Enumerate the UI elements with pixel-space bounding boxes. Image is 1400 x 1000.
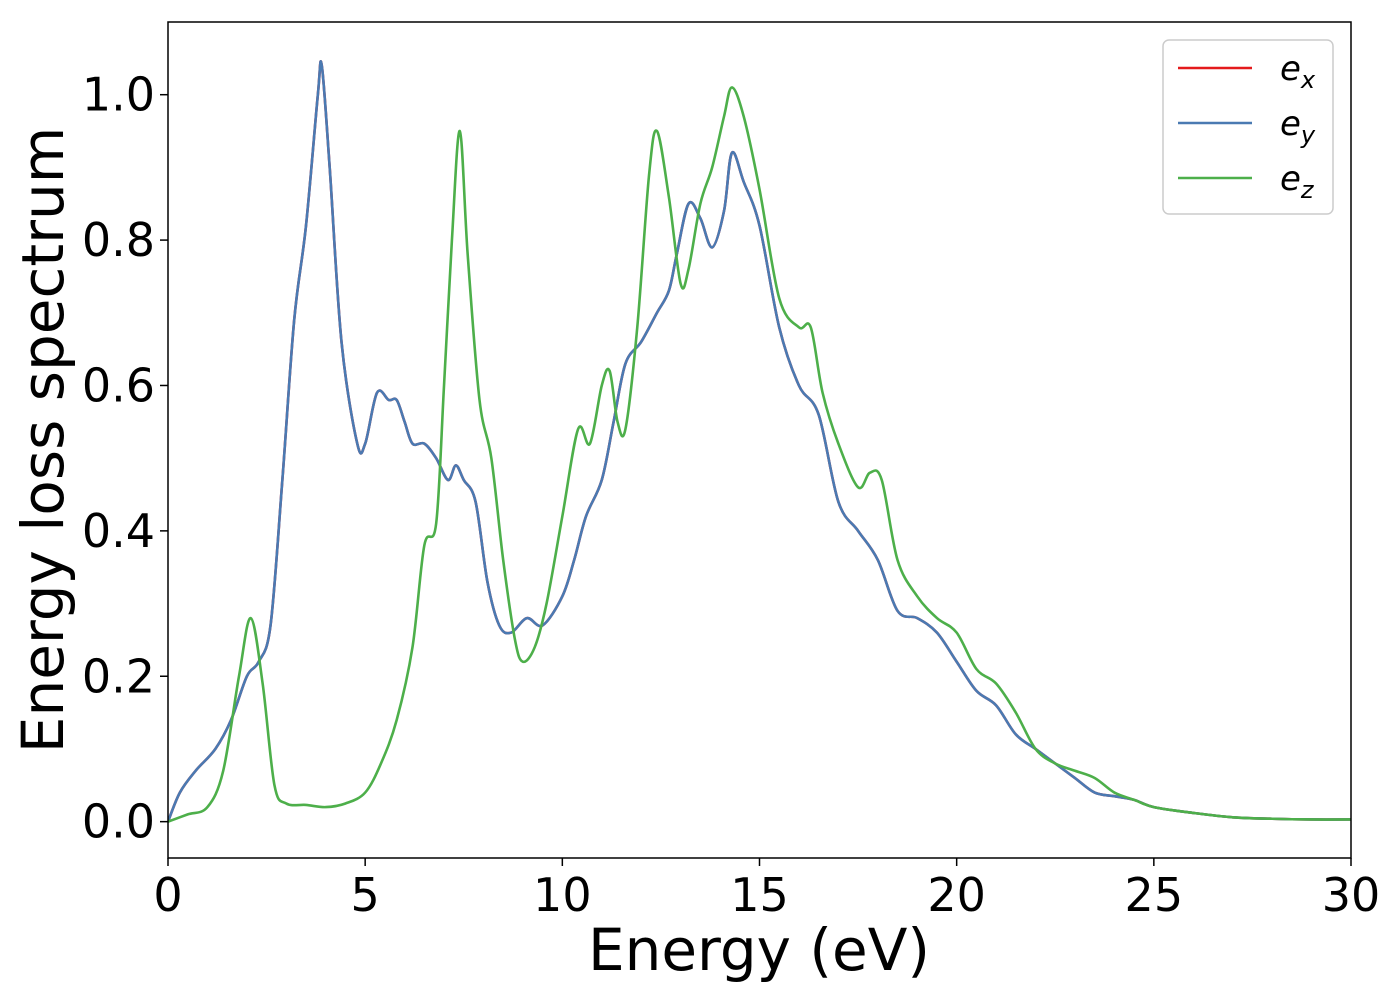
y-tick-label: 0.4	[82, 504, 155, 558]
series-layer	[168, 60, 1351, 823]
legend-entries: ex ey ez	[1178, 49, 1316, 204]
y-axis-ticks: 0.0 0.2 0.4 0.6 0.8 1.0	[82, 68, 168, 849]
x-tick-label: 0	[153, 868, 182, 922]
plot-area	[167, 21, 1352, 859]
legend-frame	[1162, 39, 1334, 215]
x-axis-ticks: 0 5 10 15 20 25 30	[153, 858, 1380, 922]
series-line-ez	[168, 86, 1351, 823]
x-tick-label: 25	[1125, 868, 1184, 922]
series-line-ey	[168, 60, 1351, 823]
legend-label-ex: ex	[1280, 49, 1316, 94]
x-tick-label: 15	[730, 868, 789, 922]
legend-label-ey: ey	[1280, 104, 1316, 149]
x-tick-label: 30	[1322, 868, 1381, 922]
x-tick-label: 20	[927, 868, 986, 922]
y-tick-label: 0.8	[82, 213, 155, 267]
y-tick-label: 1.0	[82, 68, 155, 122]
y-tick-label: 0.6	[82, 358, 155, 412]
y-tick-label: 0.0	[82, 795, 155, 849]
y-tick-label: 0.2	[82, 649, 155, 703]
legend-label-ez: ez	[1280, 159, 1315, 204]
y-axis-label: Energy loss spectrum	[9, 127, 77, 753]
legend: ex ey ez	[1162, 39, 1334, 215]
x-tick-label: 10	[533, 868, 592, 922]
x-tick-label: 5	[351, 868, 380, 922]
x-axis-label: Energy (eV)	[588, 916, 930, 984]
